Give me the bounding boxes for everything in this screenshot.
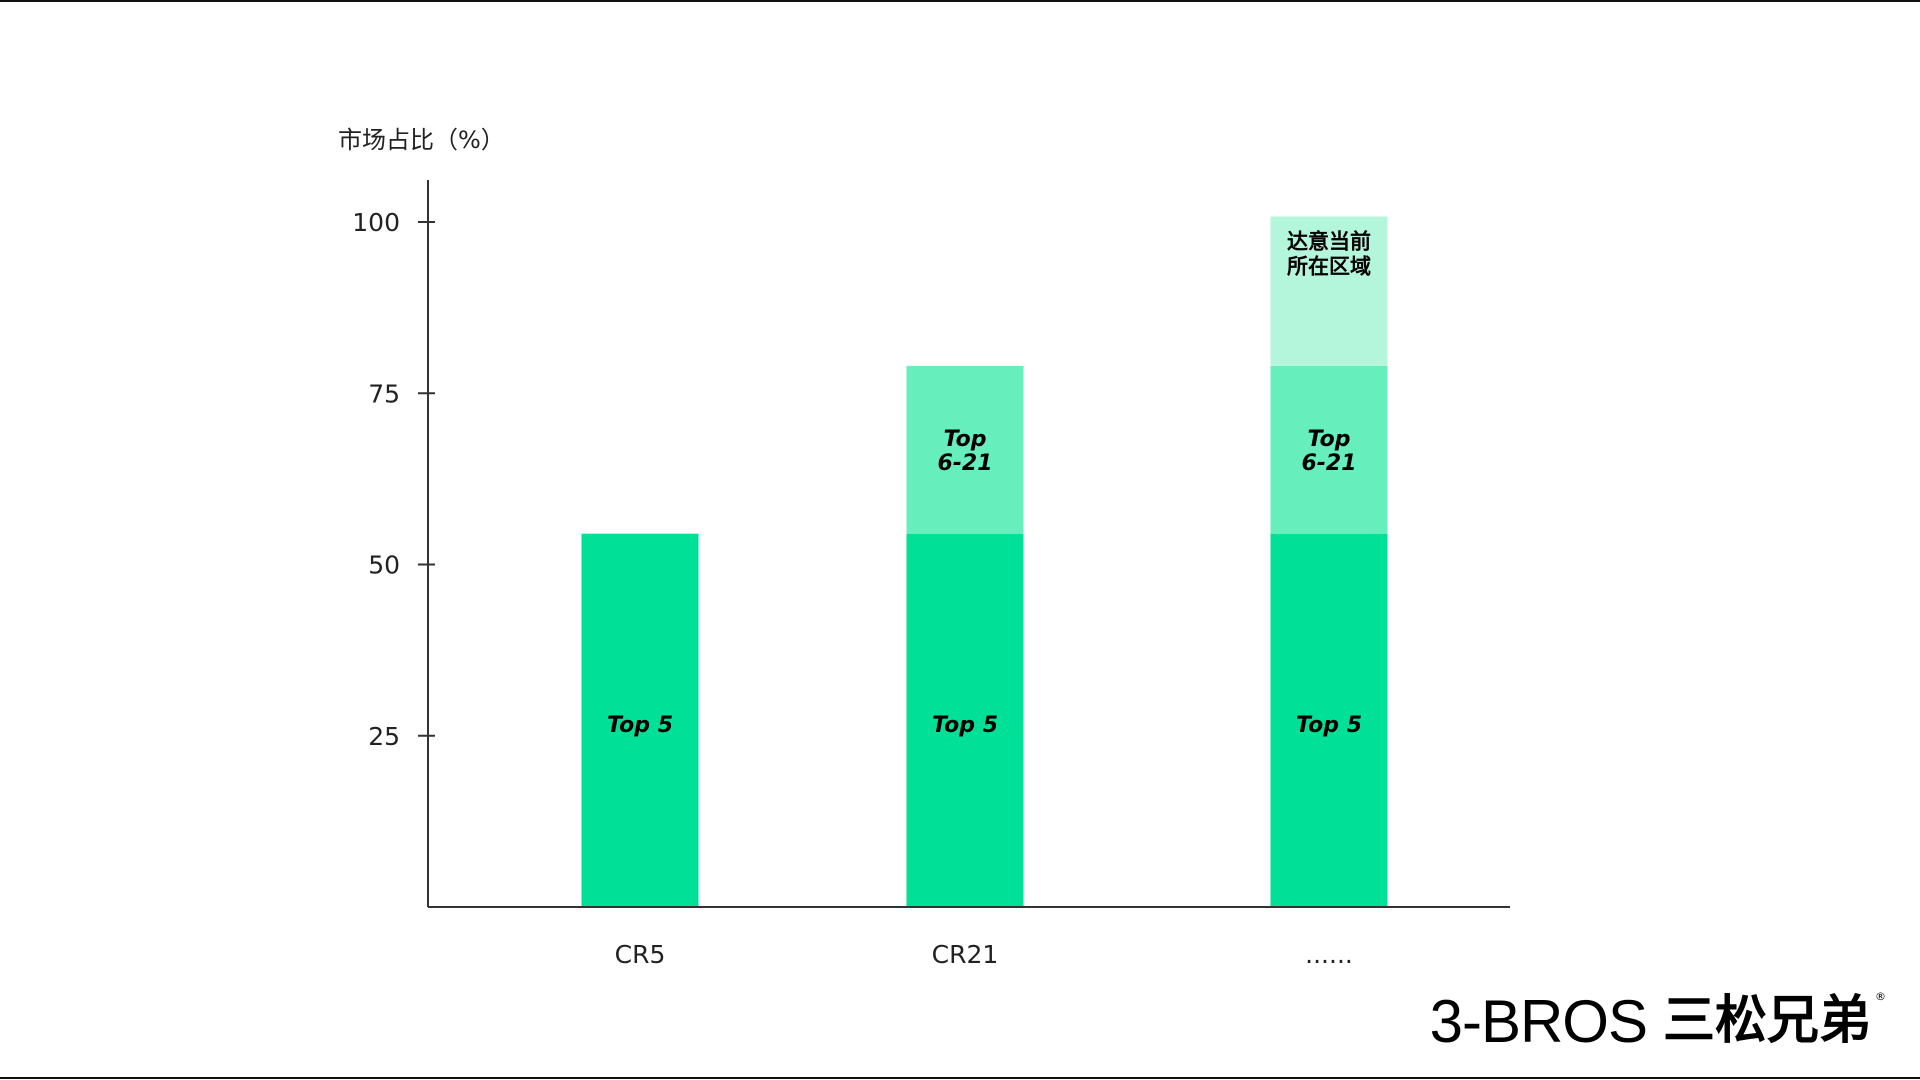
- bar-segment-1: [1270, 533, 1388, 907]
- segment-label: Top 6-21: [937, 427, 992, 476]
- segment-label: Top 5: [1296, 713, 1362, 738]
- segment-labels: Top 5 Top 5 Top 6-21 Top 5 Top 6-21 达意当前所在区域: [607, 230, 1371, 738]
- y-tick-label: 25: [368, 722, 400, 751]
- top-border-line: [0, 0, 1920, 2]
- bar-segment-1: [581, 533, 699, 907]
- y-tick-label: 100: [352, 208, 400, 237]
- x-tick-label: CR21: [932, 940, 999, 969]
- y-tick-label: 75: [368, 379, 400, 408]
- brand-logo: 3-BROS 三松兄弟 ®: [1429, 988, 1886, 1055]
- segment-label: Top 5: [607, 713, 673, 738]
- bar-segment-2: [906, 365, 1024, 534]
- segment-label: 达意当前所在区域: [1287, 230, 1371, 279]
- x-axis-tick-labels: CR5 CR21......: [615, 940, 1353, 969]
- logo-text-en: 3-BROS: [1429, 988, 1648, 1055]
- y-axis-ticks: 25 50 75 100: [352, 208, 435, 751]
- bar-segment-3: [1270, 216, 1388, 366]
- bars: [581, 216, 1388, 907]
- logo-registered-mark: ®: [1875, 990, 1886, 1003]
- segment-label: Top 6-21: [1301, 427, 1356, 476]
- logo-text-cn: 三松兄弟: [1662, 991, 1871, 1051]
- bar-segment-2: [1270, 365, 1388, 534]
- x-tick-label: CR5: [615, 940, 666, 969]
- bar-segment-1: [906, 533, 1024, 907]
- y-tick-label: 50: [368, 551, 400, 580]
- segment-label: Top 5: [932, 713, 998, 738]
- bottom-border-line: [0, 1077, 1920, 1079]
- y-axis-label: 市场占比（%）: [338, 126, 505, 154]
- x-tick-label: ......: [1305, 940, 1353, 969]
